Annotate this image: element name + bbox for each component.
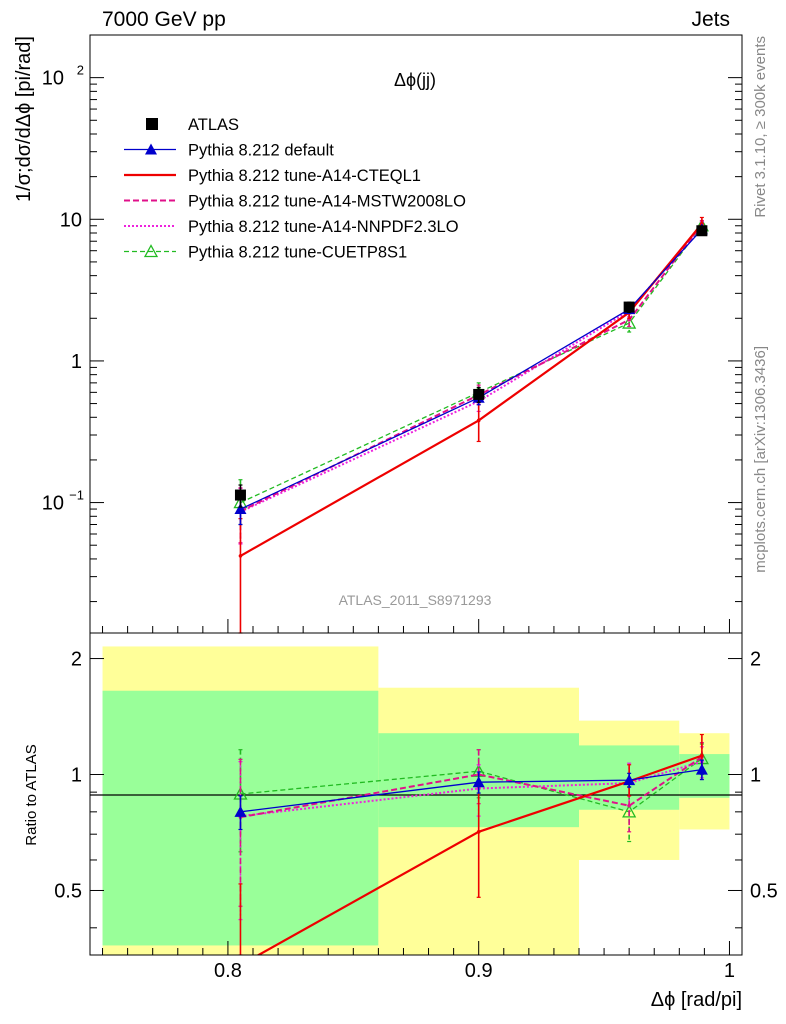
x-tick-label: 1 xyxy=(724,960,735,982)
cteql1-marker xyxy=(238,554,243,558)
legend: ATLAS Pythia 8.212 default Pythia 8.212 tu… xyxy=(124,116,466,262)
main-y-ticks: 10 −1 1 10 10 2 xyxy=(42,34,742,603)
cteql1-marker xyxy=(476,830,481,834)
cuetp-marker xyxy=(143,244,159,258)
rivet-label: Rivet 3.1.10, ≥ 300k events xyxy=(752,36,769,218)
ratio-y-tick-label-right: 1 xyxy=(750,765,761,787)
ratio-y-tick-label-left: 1 xyxy=(71,765,82,787)
ratio-y-tick-label-right: 0.5 xyxy=(750,880,778,902)
x-tick-label: 0.9 xyxy=(465,960,493,982)
atlas-marker xyxy=(234,489,246,501)
main-y-tick-label: 10 xyxy=(42,68,64,90)
x-axis-label: Δϕ [rad/pi] xyxy=(651,989,742,1011)
ratio-y-axis-label: Ratio to ATLAS xyxy=(23,744,40,845)
cuetp-marker xyxy=(622,315,637,329)
default-marker xyxy=(234,503,247,515)
main-y-tick-exponent: −1 xyxy=(69,488,84,503)
cteql1-marker xyxy=(476,418,481,423)
mstw-line xyxy=(240,223,703,512)
default-marker xyxy=(695,763,708,775)
nnpdf-line xyxy=(240,225,703,513)
default-marker xyxy=(472,776,485,788)
x-axis-ticks: 0.8 0.9 1 xyxy=(102,619,735,982)
cteql1-line xyxy=(256,754,703,955)
plot-title: Δϕ(jj) xyxy=(394,70,436,90)
atlas-marker xyxy=(696,225,708,237)
cteql1-line xyxy=(239,223,703,557)
ratio-y-tick-label-right: 2 xyxy=(750,649,761,671)
legend-atlas-marker xyxy=(146,118,158,130)
legend-label: Pythia 8.212 tune-A14-NNPDF2.3LO xyxy=(188,218,459,236)
ratio-y-ticks: 0.5 0.5 1 1 2 2 xyxy=(54,649,778,929)
ratio-uncertainty-bands xyxy=(102,646,730,955)
cuetp-line xyxy=(240,758,703,813)
mstw-marker xyxy=(627,318,631,322)
cteql1-marker xyxy=(700,753,704,758)
main-y-tick-label: 10 xyxy=(60,209,82,231)
default-marker xyxy=(234,805,247,817)
legend-label: Pythia 8.212 default xyxy=(188,142,334,160)
default-line xyxy=(240,228,703,510)
main-series xyxy=(233,216,709,634)
atlas-marker xyxy=(473,388,485,400)
main-y-tick-label: 1 xyxy=(71,351,82,373)
ratio-y-tick-label-left: 0.5 xyxy=(54,880,82,902)
cuetp-marker xyxy=(622,804,637,818)
header-left: 7000 GeV pp xyxy=(102,8,226,31)
legend-label: Pythia 8.212 tune-A14-CTEQL1 xyxy=(188,167,421,185)
main-y-tick-label: 10 xyxy=(42,493,64,515)
main-y-axis-label: 1/σ;dσ/dΔϕ [pi/rad] xyxy=(13,36,35,202)
mcplots-label: mcplots.cern.ch [arXiv:1306.3436] xyxy=(752,346,769,573)
ratio-y-tick-label-left: 2 xyxy=(71,649,82,671)
atlas-marker xyxy=(623,301,635,313)
mstw-line xyxy=(240,756,703,819)
cuetp-line xyxy=(240,225,703,504)
ratio-series xyxy=(233,733,709,955)
nnpdf-line xyxy=(240,760,703,818)
x-tick-label: 0.8 xyxy=(214,960,242,982)
ratio-frame xyxy=(89,632,743,956)
main-y-tick-exponent: 2 xyxy=(77,63,84,78)
analysis-watermark: ATLAS_2011_S8971293 xyxy=(339,592,492,608)
header-right: Jets xyxy=(691,8,730,31)
mstw-marker xyxy=(627,803,631,808)
legend-label: ATLAS xyxy=(188,116,239,134)
legend-label: Pythia 8.212 tune-CUETP8S1 xyxy=(188,244,407,262)
default-marker xyxy=(623,774,636,786)
ratio-panel: 0.5 0.5 1 1 2 2 0.8 0.9 1 Ratio to ATLAS Δϕ [ra… xyxy=(23,619,778,1011)
legend-label: Pythia 8.212 tune-A14-MSTW2008LO xyxy=(188,193,466,211)
default-marker xyxy=(145,143,157,155)
default-line xyxy=(240,768,702,813)
main-panel: 10 −1 1 10 10 2 1/σ;dσ/dΔϕ [pi/rad] Δϕ(jj) AT… xyxy=(13,34,743,634)
